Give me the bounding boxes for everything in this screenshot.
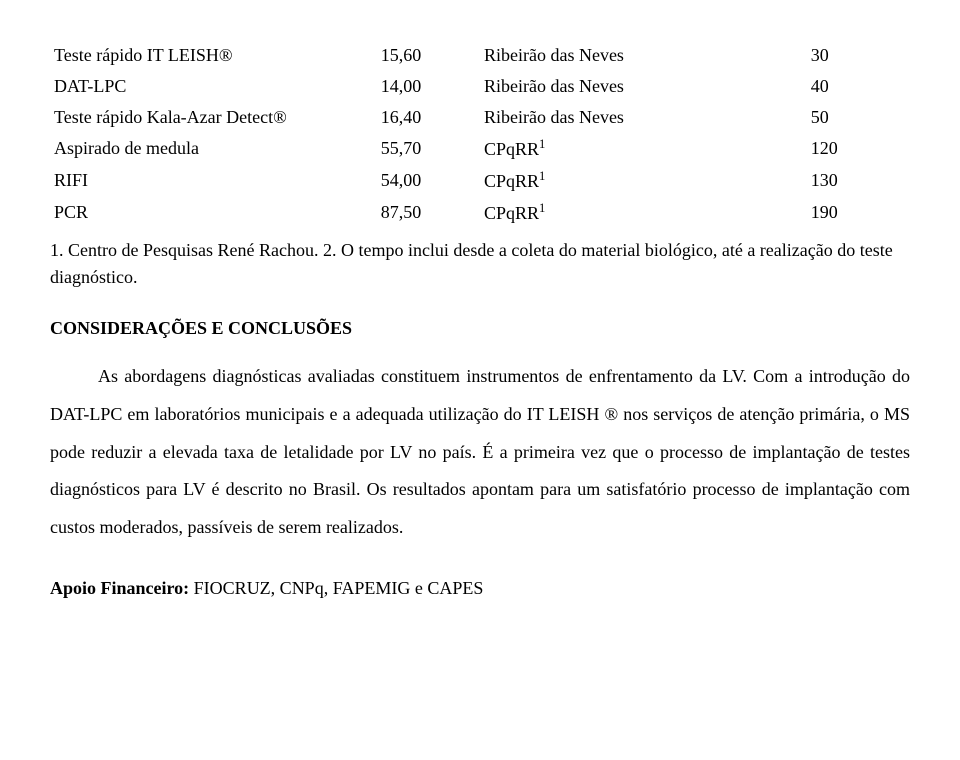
- cell-n: 130: [807, 165, 910, 197]
- table-row: Aspirado de medula55,70CPqRR1120: [50, 133, 910, 165]
- cell-location: Ribeirão das Neves: [480, 40, 807, 71]
- cell-location: CPqRR1: [480, 133, 807, 165]
- cell-value: 15,60: [377, 40, 480, 71]
- cell-test: Aspirado de medula: [50, 133, 377, 165]
- location-supscript: 1: [539, 137, 545, 151]
- cell-value: 16,40: [377, 102, 480, 133]
- cell-test: PCR: [50, 197, 377, 229]
- funding-label: Apoio Financeiro:: [50, 578, 194, 598]
- cell-n: 30: [807, 40, 910, 71]
- cell-value: 87,50: [377, 197, 480, 229]
- cell-value: 14,00: [377, 71, 480, 102]
- cell-n: 40: [807, 71, 910, 102]
- funding-text: FIOCRUZ, CNPq, FAPEMIG e CAPES: [194, 578, 484, 598]
- cell-test: DAT-LPC: [50, 71, 377, 102]
- table-row: PCR87,50CPqRR1190: [50, 197, 910, 229]
- cell-location: CPqRR1: [480, 165, 807, 197]
- cell-n: 120: [807, 133, 910, 165]
- section-heading: CONSIDERAÇÕES E CONCLUSÕES: [50, 315, 910, 342]
- body-paragraph: As abordagens diagnósticas avaliadas con…: [50, 358, 910, 547]
- cell-location: Ribeirão das Neves: [480, 71, 807, 102]
- cell-n: 50: [807, 102, 910, 133]
- cell-value: 55,70: [377, 133, 480, 165]
- results-table: Teste rápido IT LEISH®15,60Ribeirão das …: [50, 40, 910, 229]
- cell-n: 190: [807, 197, 910, 229]
- cell-test: Teste rápido IT LEISH®: [50, 40, 377, 71]
- footnotes: 1. Centro de Pesquisas René Rachou. 2. O…: [50, 237, 910, 291]
- cell-location: CPqRR1: [480, 197, 807, 229]
- location-supscript: 1: [539, 201, 545, 215]
- cell-location: Ribeirão das Neves: [480, 102, 807, 133]
- cell-test: RIFI: [50, 165, 377, 197]
- cell-value: 54,00: [377, 165, 480, 197]
- table-row: Teste rápido IT LEISH®15,60Ribeirão das …: [50, 40, 910, 71]
- location-supscript: 1: [539, 169, 545, 183]
- table-row: RIFI54,00CPqRR1130: [50, 165, 910, 197]
- footnote-1: 1. Centro de Pesquisas René Rachou. 2. O…: [50, 237, 910, 291]
- table-row: Teste rápido Kala-Azar Detect®16,40Ribei…: [50, 102, 910, 133]
- table-row: DAT-LPC14,00Ribeirão das Neves40: [50, 71, 910, 102]
- cell-test: Teste rápido Kala-Azar Detect®: [50, 102, 377, 133]
- funding-line: Apoio Financeiro: FIOCRUZ, CNPq, FAPEMIG…: [50, 575, 910, 602]
